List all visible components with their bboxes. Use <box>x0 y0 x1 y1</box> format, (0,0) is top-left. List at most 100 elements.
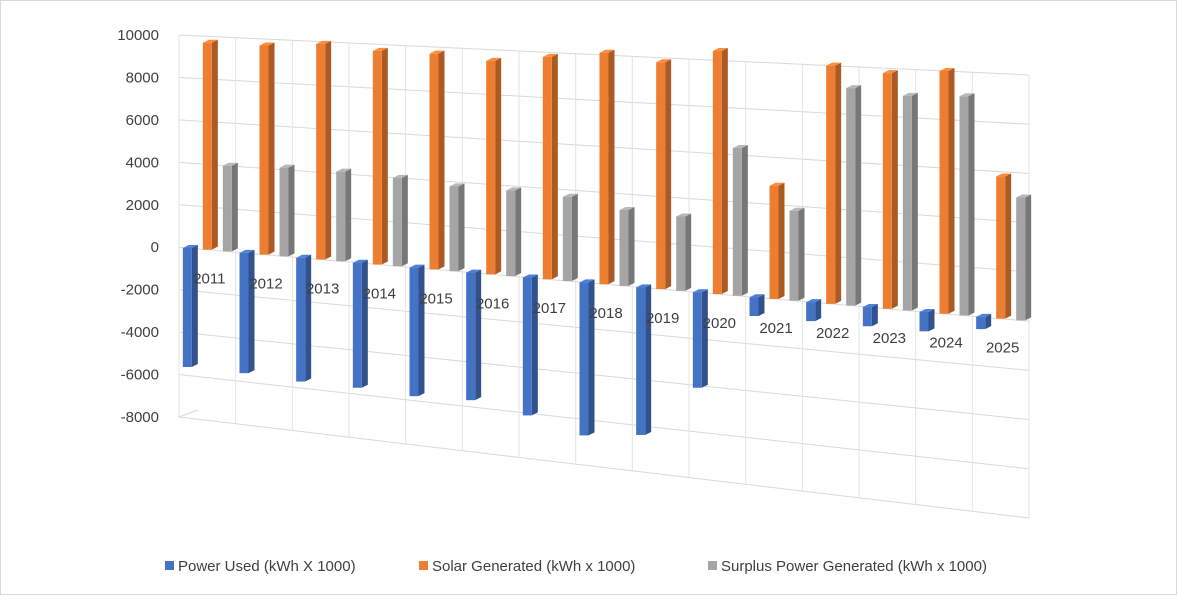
x-tick-label: 2012 <box>249 276 282 293</box>
x-tick-label: 2011 <box>193 271 225 288</box>
gridline-h <box>178 374 1030 470</box>
bar-solar-2018 <box>599 49 615 285</box>
bar-top-face <box>939 68 955 71</box>
bar-front-face <box>316 43 326 260</box>
bar-top-face <box>656 59 672 63</box>
bar-front-face <box>449 186 459 272</box>
gridline-h <box>178 416 1030 519</box>
bar-solar-2020 <box>712 47 728 295</box>
bar-front-face <box>579 282 589 436</box>
bar-top-face <box>182 244 198 248</box>
bar-front-face <box>732 148 742 296</box>
bar-top-face <box>902 92 918 96</box>
bar-power-2024 <box>919 308 935 332</box>
bar-front-face <box>712 50 722 295</box>
bars-front-layer <box>182 244 992 436</box>
bar-front-face <box>279 167 289 257</box>
bar-front-face <box>959 96 969 316</box>
bar-side-face <box>968 93 975 316</box>
bar-front-face <box>259 45 269 255</box>
bar-surplus-2014 <box>392 174 408 267</box>
bar-side-face <box>891 70 898 309</box>
bar-top-face <box>676 213 692 217</box>
bar-side-face <box>381 47 388 265</box>
bar-side-face <box>855 85 862 306</box>
bar-front-face <box>239 252 249 374</box>
bar-power-2014 <box>352 259 368 388</box>
bar-side-face <box>191 244 198 367</box>
bar-power-2016 <box>466 269 482 401</box>
bar-front-face <box>372 50 382 265</box>
x-tick-label: 2025 <box>986 340 1019 357</box>
bar-front-face <box>506 190 516 277</box>
legend-item: Power Used (kWh X 1000) <box>165 558 356 575</box>
y-tick-label: -2000 <box>121 282 159 299</box>
bar-top-face <box>692 289 708 293</box>
y-axis-labels: 10000 8000 6000 4000 2000 0 -2000 -4000 -6000 -80… <box>117 27 159 426</box>
legend-label: Power Used (kWh X 1000) <box>178 558 356 575</box>
bar-top-face <box>749 294 765 298</box>
x-tick-label: 2013 <box>306 281 339 298</box>
bar-side-face <box>515 187 522 277</box>
x-tick-label: 2016 <box>476 295 509 312</box>
bar-top-face <box>599 49 615 53</box>
bar-top-face <box>996 173 1012 177</box>
bar-solar-2025 <box>996 173 1012 319</box>
bar-side-face <box>325 40 332 260</box>
bar-solar-2016 <box>486 57 502 275</box>
bar-top-face <box>1016 194 1032 198</box>
bar-solar-2021 <box>769 182 785 299</box>
x-axis-labels: 2011 2012 2013 2014 2015 2016 2017 2018 2019 2020… <box>193 271 1019 357</box>
bar-side-face <box>741 145 748 296</box>
bar-top-face <box>542 53 558 57</box>
bar-surplus-2021 <box>789 207 805 301</box>
bar-top-face <box>486 57 502 61</box>
bar-front-face <box>202 42 212 250</box>
bar-side-face <box>475 269 482 401</box>
bar-side-face <box>418 264 425 397</box>
bar-front-face <box>692 292 702 388</box>
x-tick-label: 2020 <box>703 315 736 332</box>
bar-front-face <box>296 257 306 382</box>
bar-top-face <box>316 40 332 44</box>
bar-power-2021 <box>749 294 765 317</box>
bar-side-face <box>798 207 805 301</box>
x-tick-label: 2024 <box>929 335 962 352</box>
bar-front-face <box>939 71 949 314</box>
bar-power-2015 <box>409 264 425 397</box>
bar-side-face <box>588 279 595 436</box>
bar-top-face <box>806 299 822 303</box>
bar-solar-2012 <box>259 42 275 255</box>
bar-top-face <box>372 47 388 51</box>
bar-top-face <box>222 162 238 166</box>
y-tick-label: 0 <box>151 239 159 256</box>
bars-back-layer <box>222 85 1032 321</box>
bar-side-face <box>438 50 445 270</box>
bar-surplus-2023 <box>902 92 918 311</box>
bar-power-2012 <box>239 249 255 374</box>
x-tick-label: 2023 <box>873 330 906 347</box>
bar-front-face <box>429 53 439 270</box>
legend-label: Solar Generated (kWh x 1000) <box>432 558 635 575</box>
bar-front-face <box>826 65 836 304</box>
bar-power-2022 <box>806 299 822 322</box>
bar-top-face <box>522 274 538 278</box>
bar-surplus-2012 <box>279 164 295 257</box>
bar-front-face <box>1016 197 1026 321</box>
bar-front-face <box>562 196 572 281</box>
x-tick-label: 2019 <box>646 310 679 327</box>
bar-top-face <box>712 47 728 51</box>
bar-side-face <box>911 92 918 311</box>
bar-solar-2014 <box>372 47 388 265</box>
bar-power-2025 <box>976 313 992 330</box>
y-tick-label: 2000 <box>126 197 159 214</box>
bar-side-face <box>1005 173 1012 319</box>
y-tick-label: -6000 <box>121 367 159 384</box>
bar-surplus-2019 <box>676 213 692 291</box>
x-tick-label: 2021 <box>759 320 792 337</box>
bar-top-face <box>919 308 935 312</box>
bar-front-face <box>769 185 779 299</box>
bar-top-face <box>562 193 578 197</box>
